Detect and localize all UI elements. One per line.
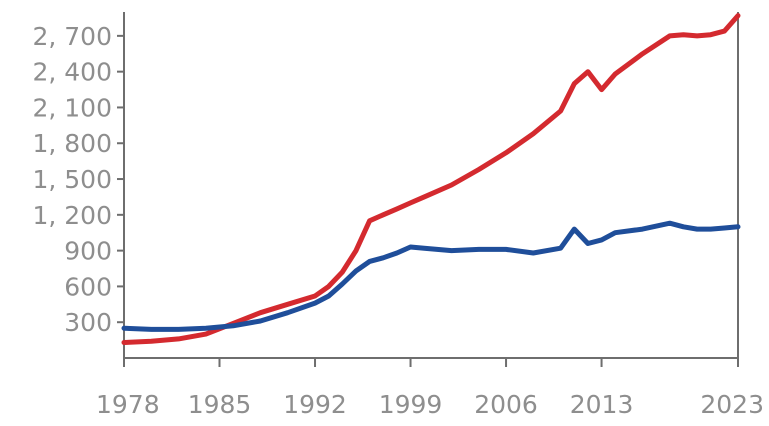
y-axis: 300 600 900 1, 200 1, 500 1, 800 2, 100 2, 400 2… [32, 12, 125, 358]
y-tick-label: 2, 700 [32, 22, 112, 51]
y-tick-label: 1, 800 [32, 129, 112, 158]
x-tick-label: 1999 [379, 390, 443, 419]
x-tick-label: 2006 [474, 390, 538, 419]
x-tick-label: 1992 [283, 390, 347, 419]
y-tick-label: 1, 500 [32, 165, 112, 194]
y-tick-label: 600 [64, 272, 112, 301]
series-group [121, 13, 741, 345]
y-tick-label: 300 [64, 308, 112, 337]
series-line-2 [121, 220, 741, 332]
y-tick-label: 900 [64, 237, 112, 266]
x-tick-label: 2023 [700, 390, 764, 419]
y-ticks: 300 600 900 1, 200 1, 500 1, 800 2, 100 2, 400 2… [32, 22, 124, 337]
series-line-1 [121, 13, 741, 345]
y-tick-label: 1, 200 [32, 201, 112, 230]
x-tick-label: 1978 [96, 390, 160, 419]
x-axis: 1978 1985 1992 1999 2006 2013 2023 [96, 357, 764, 419]
x-tick-label: 2013 [570, 390, 634, 419]
x-ticks: 1978 1985 1992 1999 2006 2013 2023 [96, 358, 764, 419]
y-tick-label: 2, 400 [32, 58, 112, 87]
x-tick-label: 1985 [188, 390, 252, 419]
y-tick-label: 2, 100 [32, 93, 112, 122]
